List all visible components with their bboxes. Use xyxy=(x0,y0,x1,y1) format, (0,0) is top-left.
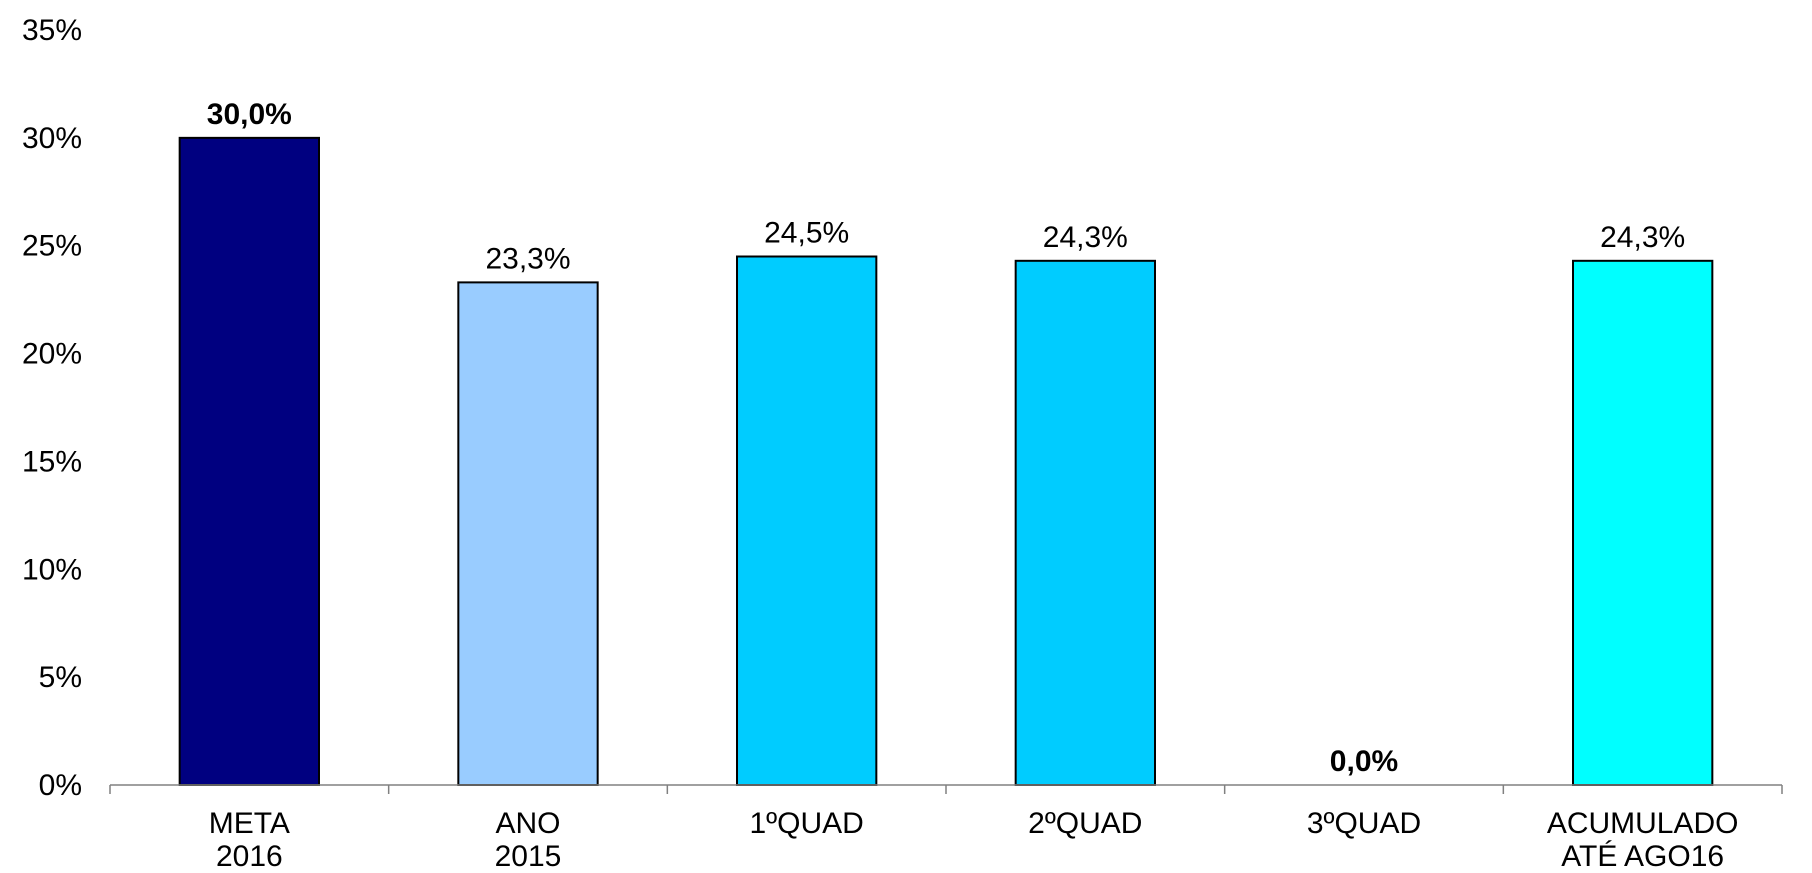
x-tick-label: 2ºQUAD xyxy=(1028,807,1142,840)
data-label: 24,5% xyxy=(764,217,849,250)
x-tick-label: ANO 2015 xyxy=(495,807,562,873)
x-tick-label: META 2016 xyxy=(209,807,290,873)
bar xyxy=(736,255,878,786)
y-tick-label: 20% xyxy=(22,338,82,371)
y-tick-label: 5% xyxy=(39,661,82,694)
data-label: 24,3% xyxy=(1600,221,1685,254)
y-tick-label: 15% xyxy=(22,445,82,478)
data-label: 30,0% xyxy=(207,98,292,131)
y-tick-label: 25% xyxy=(22,230,82,263)
bar xyxy=(1014,259,1157,787)
y-axis: 0% 5% 10% 15% 20% 25% 30% 35% xyxy=(22,14,82,802)
y-tick-label: 30% xyxy=(22,122,82,155)
x-axis: META 2016 ANO 2015 1ºQUAD 2ºQUAD 3ºQUAD ACUMULA… xyxy=(109,784,1783,873)
bar xyxy=(178,136,320,787)
y-tick-label: 10% xyxy=(22,553,82,586)
x-tick-label: 3ºQUAD xyxy=(1307,807,1421,840)
data-labels: 30,0% 23,3% 24,5% 24,3% 0,0% 24,3% xyxy=(207,98,1685,778)
data-label: 24,3% xyxy=(1043,221,1128,254)
x-tick-label: ACUMULADO ATÉ AGO16 xyxy=(1547,807,1739,873)
y-tick-label: 0% xyxy=(39,769,82,802)
x-tick-label: 1ºQUAD xyxy=(750,807,864,840)
bar xyxy=(457,281,599,786)
data-label: 23,3% xyxy=(485,242,570,275)
bar xyxy=(1572,259,1714,787)
data-label: 0,0% xyxy=(1330,745,1398,778)
y-tick-label: 35% xyxy=(22,14,82,47)
bars xyxy=(178,136,1714,787)
